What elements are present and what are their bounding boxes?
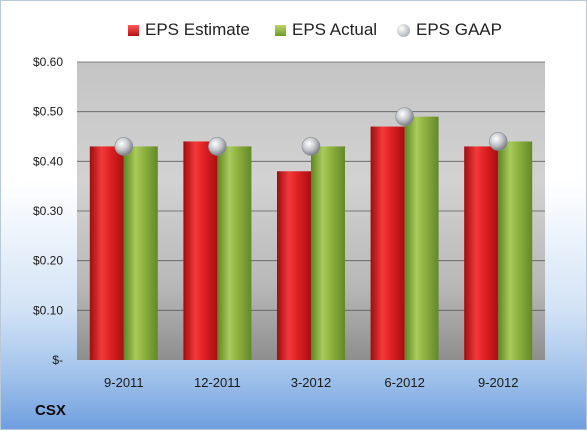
legend-label-estimate: EPS Estimate: [145, 20, 250, 39]
actual-bar: [123, 146, 158, 360]
bars: [89, 116, 533, 360]
estimate-swatch: [128, 24, 139, 36]
y-tick-label: $0.30: [33, 204, 63, 218]
legend-item-gaap: EPS GAAP: [397, 18, 502, 42]
legend-label-gaap: EPS GAAP: [416, 20, 502, 39]
actual-bar: [311, 146, 345, 360]
gaap-marker: [114, 137, 134, 156]
legend: EPS Estimate EPS Actual EPS GAAP: [1, 18, 587, 42]
actual-bar: [404, 116, 439, 360]
ticker-label: CSX: [35, 402, 66, 419]
actual-bar: [498, 141, 533, 360]
legend-label-actual: EPS Actual: [292, 20, 378, 39]
gaap-markers: [114, 107, 508, 156]
gaap-marker: [301, 137, 321, 156]
actual-bar: [217, 146, 252, 360]
y-tick-label: $0.60: [33, 55, 63, 69]
y-tick-label: $0.20: [33, 254, 63, 268]
legend-item-estimate: EPS Estimate: [128, 18, 250, 42]
estimate-bar: [277, 171, 311, 360]
legend-item-actual: EPS Actual: [275, 18, 377, 42]
estimate-bar: [183, 141, 218, 360]
gaap-swatch: [397, 23, 410, 37]
y-tick-label: $0.10: [33, 303, 63, 317]
y-axis-ticks: $- $0.10 $0.20 $0.30 $0.40 $0.50 $0.60: [33, 55, 63, 367]
x-tick-label: 9-2011: [104, 375, 144, 390]
x-tick-label: 6-2012: [384, 375, 424, 390]
gaap-marker: [208, 137, 227, 156]
gaap-marker: [488, 132, 508, 151]
x-tick-label: 3-2012: [291, 375, 331, 390]
y-tick-label: $-: [52, 353, 63, 367]
gaap-marker: [395, 107, 414, 126]
x-tick-label: 9-2012: [478, 375, 518, 390]
estimate-bar: [370, 126, 405, 360]
estimate-bar: [89, 146, 124, 360]
actual-swatch: [275, 24, 286, 36]
y-tick-label: $0.40: [33, 154, 63, 168]
estimate-bar: [464, 146, 499, 360]
x-tick-label: 12-2011: [194, 375, 241, 390]
y-tick-label: $0.50: [33, 105, 63, 119]
x-axis-labels: 9-2011 12-2011 3-2012 6-2012 9-2012: [104, 375, 518, 390]
